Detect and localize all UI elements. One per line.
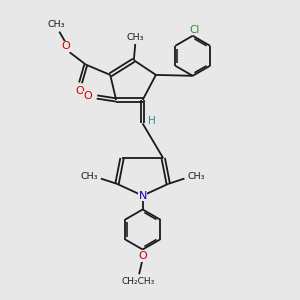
Text: N: N: [139, 190, 147, 201]
Text: CH₂CH₃: CH₂CH₃: [122, 277, 155, 286]
Text: CH₃: CH₃: [127, 33, 144, 42]
Text: H: H: [148, 116, 155, 126]
Text: Cl: Cl: [190, 25, 200, 35]
Text: O: O: [84, 92, 92, 101]
Text: O: O: [138, 251, 147, 261]
Text: CH₃: CH₃: [48, 20, 65, 29]
Text: CH₃: CH₃: [80, 172, 98, 181]
Text: O: O: [75, 85, 84, 95]
Text: O: O: [61, 41, 70, 51]
Text: CH₃: CH₃: [188, 172, 205, 181]
